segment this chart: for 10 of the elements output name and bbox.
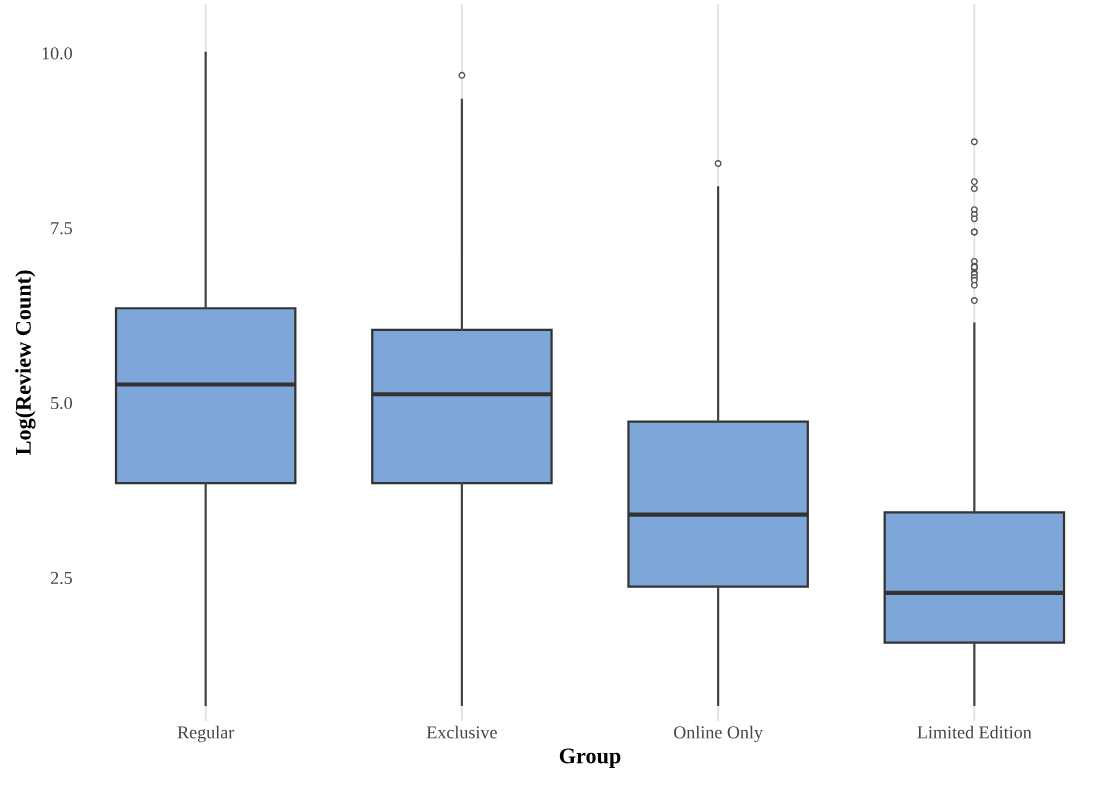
y-tick-label: 10.0 [42,47,73,60]
y-tick-label: 5.0 [51,396,73,410]
y-axis-title: Log(Review Count) [15,270,36,455]
x-tick-label: Exclusive [426,725,497,739]
x-tick-label: Regular [177,725,235,743]
x-tick-label: Online Only [673,725,763,743]
y-tick-label: 7.5 [51,222,72,235]
y-tick-label: 2.5 [50,571,72,585]
x-tick-label: Limited Edition [917,725,1032,739]
x-axis-title: Group [559,748,621,768]
